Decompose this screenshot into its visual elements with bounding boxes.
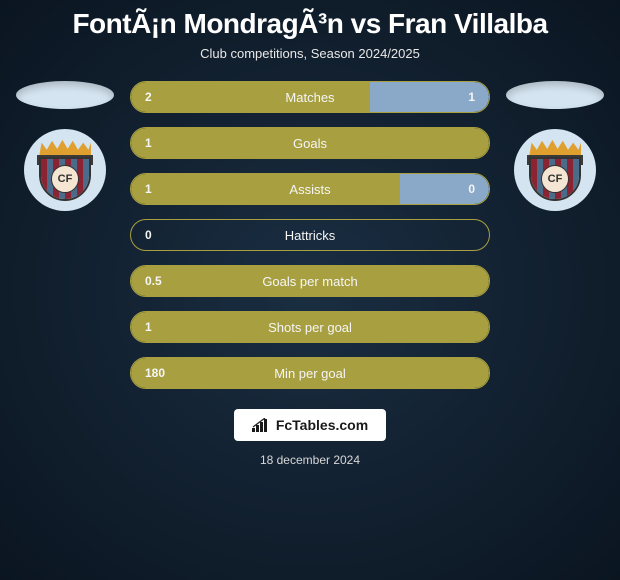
fctables-label: FcTables.com — [276, 417, 368, 433]
stat-value-right: 0 — [468, 182, 475, 196]
stat-value-left: 2 — [145, 90, 152, 104]
crest-shield: CF — [529, 157, 581, 201]
stat-row: 2 Matches 1 — [130, 81, 490, 113]
fctables-badge: FcTables.com — [234, 409, 386, 441]
shield-initials: CF — [51, 165, 79, 193]
stat-value-left: 0 — [145, 228, 152, 242]
stats-column: 2 Matches 1 1 Goals 1 Assists 0 0 Hattricks 0.5 Goa… — [130, 81, 490, 389]
shield-initials: CF — [541, 165, 569, 193]
stat-label: Matches — [285, 90, 334, 105]
stat-row: 0 Hattricks — [130, 219, 490, 251]
club-badge-right: PONTEVEDRA CF — [514, 129, 596, 211]
footer: FcTables.com 18 december 2024 — [234, 409, 386, 467]
stat-row: 1 Goals — [130, 127, 490, 159]
stat-row: 1 Assists 0 — [130, 173, 490, 205]
stat-value-left: 1 — [145, 182, 152, 196]
stat-row: 0.5 Goals per match — [130, 265, 490, 297]
page-subtitle: Club competitions, Season 2024/2025 — [200, 46, 420, 61]
main-container: FontÃ¡n MondragÃ³n vs Fran Villalba Club… — [0, 0, 620, 580]
page-title: FontÃ¡n MondragÃ³n vs Fran Villalba — [72, 8, 547, 40]
player-ellipse-right — [506, 81, 604, 109]
club-col-left: PONTEVEDRA CF — [14, 81, 116, 211]
stat-value-right: 1 — [468, 90, 475, 104]
stat-value-left: 1 — [145, 320, 152, 334]
club-badge-left: PONTEVEDRA CF — [24, 129, 106, 211]
club-crest-right: PONTEVEDRA CF — [529, 139, 581, 201]
stat-row: 180 Min per goal — [130, 357, 490, 389]
content-row: PONTEVEDRA CF 2 Matches 1 1 Goals 1 Assists 0 0 H… — [0, 81, 620, 389]
stat-row: 1 Shots per goal — [130, 311, 490, 343]
stat-label: Goals per match — [262, 274, 357, 289]
stat-value-left: 1 — [145, 136, 152, 150]
stat-fill-left — [131, 174, 400, 204]
stat-value-left: 180 — [145, 366, 165, 380]
fctables-icon — [252, 418, 270, 432]
stat-fill-right — [400, 174, 490, 204]
stat-value-left: 0.5 — [145, 274, 162, 288]
crest-shield: CF — [39, 157, 91, 201]
footer-date: 18 december 2024 — [260, 453, 360, 467]
club-col-right: PONTEVEDRA CF — [504, 81, 606, 211]
stat-label: Assists — [289, 182, 330, 197]
player-ellipse-left — [16, 81, 114, 109]
stat-label: Min per goal — [274, 366, 346, 381]
club-crest-left: PONTEVEDRA CF — [39, 139, 91, 201]
stat-label: Shots per goal — [268, 320, 352, 335]
stat-label: Hattricks — [285, 228, 336, 243]
stat-label: Goals — [293, 136, 327, 151]
